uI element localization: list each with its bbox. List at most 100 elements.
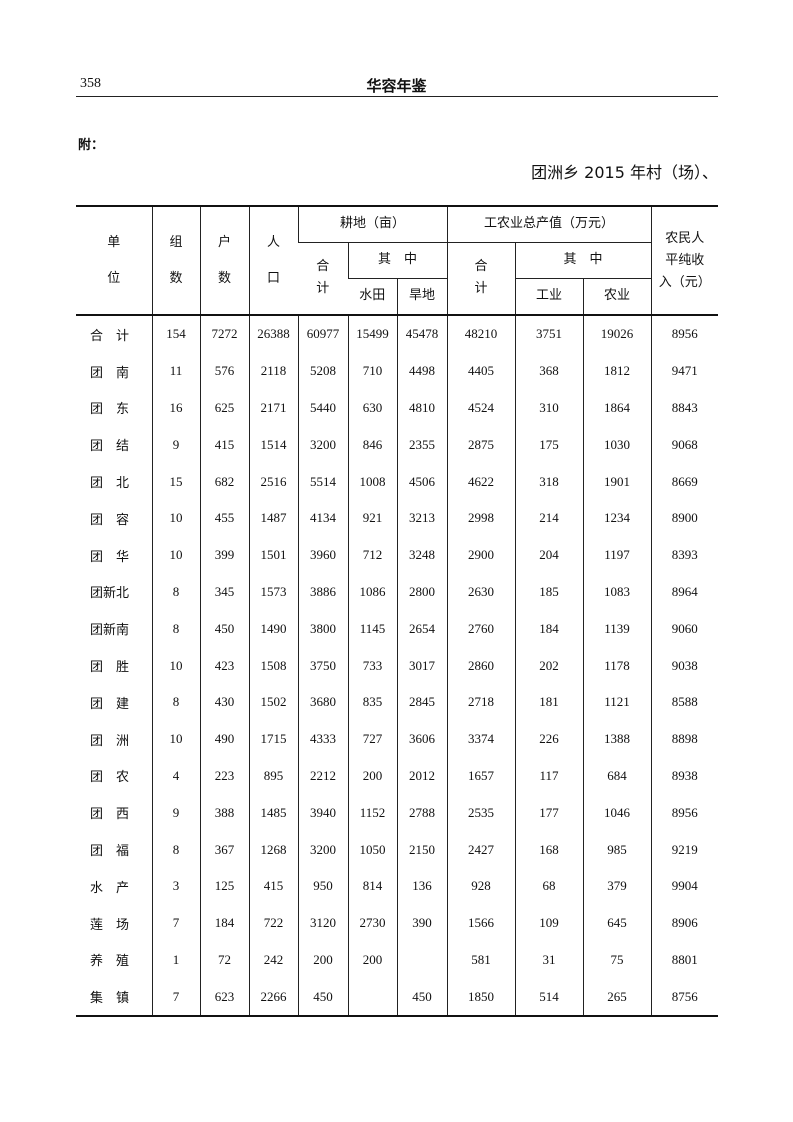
cell-agriculture: 19026 (582, 315, 652, 353)
cell-farmland-total: 450 (297, 978, 348, 1017)
cell-income: 8669 (650, 463, 719, 500)
cell-paddy: 1086 (347, 573, 397, 611)
cell-output-total: 1566 (446, 904, 516, 942)
cell-income: 8956 (650, 794, 719, 832)
cell-dryland: 2150 (396, 831, 448, 868)
cell-households: 415 (199, 426, 249, 464)
cell-output-total: 4622 (446, 463, 516, 500)
page-number: 358 (80, 76, 101, 91)
cell-dryland: 136 (396, 867, 448, 905)
table-row: 团 结 9 415 1514 3200 846 2355 2875 175 1030 9068 (76, 426, 719, 464)
cell-households: 455 (199, 499, 249, 537)
cell-industry: 214 (514, 499, 584, 537)
cell-paddy: 835 (347, 683, 397, 721)
cell-groups: 8 (151, 683, 200, 721)
cell-output-total: 2875 (446, 426, 516, 464)
cell-paddy: 630 (347, 389, 397, 427)
cell-households: 345 (199, 573, 249, 611)
cell-agriculture: 1864 (582, 389, 652, 427)
cell-industry: 177 (514, 794, 584, 832)
cell-industry: 184 (514, 610, 584, 648)
cell-income: 8906 (650, 904, 719, 942)
cell-income: 9068 (650, 426, 719, 464)
cell-groups: 15 (151, 463, 200, 500)
cell-groups: 9 (151, 794, 200, 832)
cell-income: 8801 (650, 941, 719, 979)
table-row: 团 农 4 223 895 2212 200 2012 1657 117 684 8938 (76, 757, 719, 795)
cell-farmland-total: 5514 (297, 463, 348, 500)
cell-paddy: 814 (347, 867, 397, 905)
cell-agriculture: 1083 (582, 573, 652, 611)
cell-households: 125 (199, 867, 249, 905)
cell-industry: 514 (514, 978, 584, 1017)
cell-farmland-total: 5440 (297, 389, 348, 427)
cell-unit: 养 殖 (90, 954, 130, 970)
cell-paddy: 1008 (347, 463, 397, 500)
cell-agriculture: 1046 (582, 794, 652, 832)
cell-groups: 9 (151, 426, 200, 464)
header-farmland-total: 合计 (298, 242, 348, 316)
cell-income: 8898 (650, 720, 719, 758)
cell-unit: 团 结 (90, 439, 130, 455)
cell-farmland-total: 3750 (297, 647, 348, 684)
cell-farmland-total: 3800 (297, 610, 348, 648)
cell-dryland: 3017 (396, 647, 448, 684)
cell-groups: 10 (151, 536, 200, 574)
cell-income: 9471 (650, 352, 719, 390)
table-row: 团 建 8 430 1502 3680 835 2845 2718 181 1121 8588 (76, 683, 719, 721)
cell-output-total: 2718 (446, 683, 516, 721)
cell-agriculture: 265 (582, 978, 652, 1017)
header-agriculture: 农业 (582, 278, 652, 316)
cell-unit: 团 华 (90, 549, 130, 565)
table-row: 团新北 8 345 1573 3886 1086 2800 2630 185 1083 8964 (76, 573, 719, 611)
cell-dryland: 2355 (396, 426, 448, 464)
cell-farmland-total: 2212 (297, 757, 348, 795)
cell-groups: 154 (151, 315, 200, 353)
cell-farmland-total: 5208 (297, 352, 348, 390)
table-title: 团洲乡 2015 年村（场）、 (531, 163, 718, 182)
table-row: 养 殖 1 72 242 200 200 581 31 75 8801 (76, 941, 719, 979)
cell-income: 9060 (650, 610, 719, 648)
cell-unit: 团 西 (90, 807, 130, 823)
cell-population: 1490 (248, 610, 298, 648)
cell-unit: 团新北 (90, 586, 130, 602)
cell-output-total: 2998 (446, 499, 516, 537)
table-row: 团 西 9 388 1485 3940 1152 2788 2535 177 1046 8956 (76, 794, 719, 832)
cell-agriculture: 645 (582, 904, 652, 942)
cell-dryland: 4498 (396, 352, 448, 390)
cell-dryland: 3213 (396, 499, 448, 537)
cell-industry: 3751 (514, 315, 584, 353)
cell-dryland: 3606 (396, 720, 448, 758)
cell-groups: 10 (151, 499, 200, 537)
cell-paddy: 2730 (347, 904, 397, 942)
cell-groups: 3 (151, 867, 200, 905)
cell-industry: 368 (514, 352, 584, 390)
cell-groups: 10 (151, 720, 200, 758)
header-paddy: 水田 (348, 278, 397, 316)
table-row: 水 产 3 125 415 950 814 136 928 68 379 9904 (76, 867, 719, 905)
cell-industry: 117 (514, 757, 584, 795)
cell-farmland-total: 3120 (297, 904, 348, 942)
cell-population: 1514 (248, 426, 298, 464)
cell-population: 26388 (248, 315, 298, 353)
table-row: 团 东 16 625 2171 5440 630 4810 4524 310 1864 8843 (76, 389, 719, 427)
header-farmland: 耕地（亩） (297, 206, 448, 243)
cell-output-total: 2760 (446, 610, 516, 648)
cell-groups: 4 (151, 757, 200, 795)
cell-income: 8938 (650, 757, 719, 795)
cell-income: 9038 (650, 647, 719, 684)
cell-population: 2266 (248, 978, 298, 1017)
table-row: 团 华 10 399 1501 3960 712 3248 2900 204 1197 8393 (76, 536, 719, 574)
cell-agriculture: 1030 (582, 426, 652, 464)
running-title: 华容年鉴 (366, 77, 427, 95)
cell-income: 8956 (650, 315, 719, 353)
cell-output-total: 2860 (446, 647, 516, 684)
cell-industry: 181 (514, 683, 584, 721)
cell-dryland: 2800 (396, 573, 448, 611)
header-groups: 组数 (151, 206, 200, 316)
table-row: 团新南 8 450 1490 3800 1145 2654 2760 184 1139 9060 (76, 610, 719, 648)
cell-output-total: 48210 (446, 315, 516, 353)
cell-output-total: 3374 (446, 720, 516, 758)
cell-paddy: 15499 (347, 315, 397, 353)
cell-paddy: 712 (347, 536, 397, 574)
